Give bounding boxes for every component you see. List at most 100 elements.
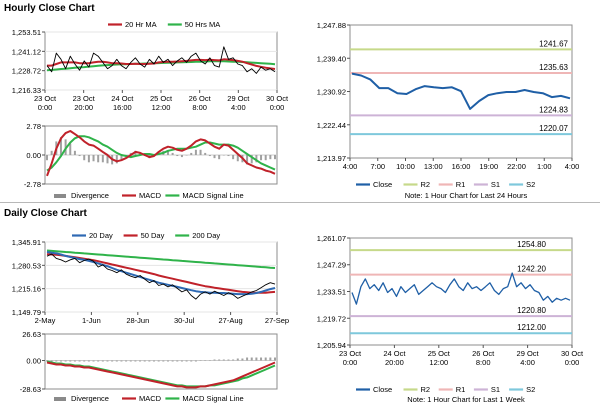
daily-divergence-bar [199,360,202,362]
hourly-price-y-tick-label: 1,241.12 [12,47,41,56]
daily-divergence-bar [129,360,132,362]
hourly-divergence-bar [208,155,211,157]
hourly-levels-legend-label: R2 [421,180,431,189]
daily-section-title: Daily Close Chart [4,208,87,219]
hourly-levels-note: Note: 1 Hour Chart for Last 24 Hours [405,191,528,200]
daily-price-legend-label: 20 Day [89,231,113,240]
daily-divergence-bar [260,357,263,361]
daily-level-s2-label: 1212.00 [517,323,546,332]
hourly-level-s1-label: 1224.83 [539,105,568,114]
hourly-divergence-bar [180,155,183,158]
daily-divergence-bar [208,360,211,362]
hourly-levels-x-tick-label: 10:00 [396,162,415,171]
daily-levels-x-tick-label: 20:00 [385,358,404,367]
hourly-macd-legend-label: Divergence [71,191,109,200]
daily-divergence-bar [87,360,90,362]
hourly-divergence-bar [255,155,258,163]
hourly-divergence-bar [236,155,239,162]
hourly-levels-y-tick-label: 1,222.44 [317,121,346,130]
hourly-macd-legend-label: MACD [139,191,162,200]
daily-price-y-tick-label: 1,215.16 [12,285,41,294]
hourly-price-x-tick-label: 25 Oct [150,94,173,103]
hourly-levels-x-tick-label: 4:00 [565,162,580,171]
daily-level-s1-label: 1220.80 [517,306,546,315]
hourly-divergence-bar [260,155,263,161]
hourly-price-x-tick-label: 23 Oct [34,94,57,103]
daily-divergence-bar [274,357,276,361]
hourly-price-x-tick-label: 0:00 [270,103,285,112]
daily-price-y-tick-label: 1,345.91 [12,238,41,247]
hourly-divergence-bar [176,155,179,157]
daily-levels-x-tick-label: 0:00 [565,358,580,367]
daily-levels-x-tick-label: 29 Oct [517,349,540,358]
hourly-level-r1-label: 1235.63 [539,63,568,72]
hourly-macd-line [46,130,276,177]
daily-levels-x-tick-label: 26 Oct [472,349,495,358]
hourly-divergence-bar [194,149,197,155]
daily-divergence-bar [227,359,230,361]
hourly-divergence-bar [171,152,174,155]
daily-divergence-bar [97,360,100,362]
daily-divergence-bar [115,360,118,362]
daily-200day-ma-line [46,249,276,269]
hourly-price-x-tick-label: 23 Oct [73,94,96,103]
daily-levels-x-tick-label: 24 Oct [383,349,406,358]
daily-divergence-bar [269,357,272,361]
daily-divergence-bar [218,359,221,361]
hourly-price-line [46,46,276,74]
daily-levels-x-tick-label: 8:00 [476,358,491,367]
daily-divergence-bar [166,360,169,362]
daily-levels-legend-label: S1 [491,385,500,394]
hourly-divergence-bar [78,155,81,157]
daily-divergence-bar [134,360,137,362]
daily-divergence-bar [153,360,156,362]
hourly-divergence-bar [166,150,169,155]
hourly-macd-y-tick-label: 2.78 [26,122,41,131]
daily-divergence-bar [101,360,104,362]
daily-levels-x-tick-label: 4:00 [520,358,535,367]
daily-macd-y-tick-label: 0.00 [26,357,41,366]
hourly-divergence-bar [269,155,272,160]
daily-divergence-bar [73,360,76,362]
daily-50day-ma-line [46,253,276,294]
hourly-level-s2-label: 1220.07 [539,124,568,133]
hourly-divergence-bar [190,152,193,155]
hourly-divergence-bar [213,155,216,159]
daily-macd-line [46,361,276,389]
hourly-price-x-tick-label: 8:00 [192,103,207,112]
hourly-levels-x-tick-label: 22:00 [507,162,526,171]
daily-divergence-bar [92,360,95,362]
daily-levels-legend-label: S2 [526,385,535,394]
daily-price-x-tick-label: 30-Jul [174,316,195,325]
daily-divergence-bar [59,360,62,362]
daily-divergence-bar [185,360,188,362]
hourly-price-y-tick-label: 1,253.51 [12,28,41,37]
daily-divergence-bar [264,357,267,361]
daily-divergence-bar [241,358,244,361]
hourly-divergence-bar [59,137,62,155]
hourly-divergence-bar [101,155,104,163]
daily-divergence-bar [232,359,235,361]
hourly-divergence-bar [246,155,249,165]
daily-levels-x-tick-label: 12:00 [429,358,448,367]
daily-divergence-bar [78,360,81,362]
daily-price-x-tick-label: 27-Aug [219,316,243,325]
hourly-levels-y-tick-label: 1,213.97 [317,154,346,163]
daily-price-y-tick-label: 1,280.53 [12,261,41,270]
hourly-divergence-bar [46,155,48,161]
hourly-divergence-bar [73,150,76,155]
hourly-price-x-tick-label: 4:00 [231,103,246,112]
daily-levels-note: Note: 1 Hour Chart for Last 1 Week [407,395,525,404]
hourly-price-x-tick-label: 0:00 [38,103,53,112]
hourly-price-x-tick-label: 12:00 [152,103,171,112]
hourly-levels-x-tick-label: 16:00 [452,162,471,171]
daily-divergence-bar [204,360,207,362]
hourly-divergence-bar [97,155,100,163]
hourly-divergence-bar [83,155,86,161]
hourly-macd-y-tick-label: -2.78 [24,180,41,189]
hourly-levels-x-tick-label: 13:00 [424,162,443,171]
daily-divergence-bar [55,360,58,362]
daily-close-line [351,272,571,305]
daily-divergence-bar [143,360,146,362]
daily-divergence-bar [46,360,48,362]
